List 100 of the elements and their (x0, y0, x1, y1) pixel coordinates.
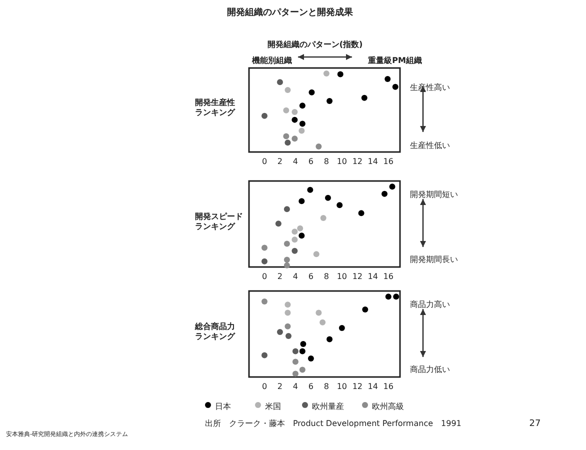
x-tick-label: 4 (292, 382, 298, 391)
text: 商品力高い (410, 300, 450, 309)
point (284, 240, 290, 247)
legend-label: 米国 (265, 402, 281, 411)
text: 商品力低い (410, 365, 450, 374)
point (292, 370, 298, 377)
point (336, 202, 343, 208)
x-tick-label: 8 (324, 272, 329, 281)
point (292, 116, 298, 123)
point (298, 198, 305, 204)
x-tick-label: 6 (308, 157, 314, 166)
point (284, 302, 291, 308)
point (326, 336, 333, 342)
point (276, 79, 283, 86)
point (298, 128, 305, 134)
text: 開発期間短い (410, 190, 458, 199)
x-tick-label: 12 (352, 272, 363, 281)
point (361, 94, 368, 101)
point (326, 98, 333, 104)
x-tick-label: 0 (262, 157, 268, 166)
point (261, 352, 268, 358)
point (320, 214, 326, 221)
point (313, 251, 320, 258)
x-tick-label: 12 (352, 157, 363, 166)
y-axis-title: 開発スピードランキング (195, 212, 243, 231)
x-tick-label: 4 (292, 157, 298, 166)
point (292, 108, 298, 115)
y-axis-title: 開発生産性ランキング (195, 97, 236, 117)
point (358, 210, 364, 216)
x-tick-label: 0 (262, 382, 268, 391)
point (385, 294, 392, 300)
text: 27 (529, 419, 541, 429)
point (324, 194, 331, 201)
point (382, 190, 388, 197)
x-tick-label: 6 (308, 382, 314, 391)
x-tick-label: 10 (336, 382, 348, 391)
point (284, 256, 290, 263)
point (316, 144, 322, 150)
point (392, 84, 398, 90)
point (299, 102, 306, 109)
chart-subtitle: 開発組織のパターン(指数) (267, 40, 363, 49)
point (284, 310, 291, 316)
legend-label: 欧州高級 (372, 402, 404, 411)
point (320, 319, 326, 326)
point (299, 120, 306, 127)
text: 生産性低い (410, 141, 450, 150)
point (261, 258, 268, 264)
point (297, 225, 304, 232)
point (299, 348, 306, 354)
point (276, 328, 283, 335)
point (284, 86, 291, 93)
x-tick-label: 6 (308, 272, 314, 281)
text: 機能別組織 (251, 56, 292, 65)
x-tick-label: 16 (383, 382, 394, 391)
x-tick-label: 4 (292, 272, 298, 281)
x-tick-label: 10 (336, 157, 348, 166)
y-axis-title: 総合商品力ランキング (194, 321, 236, 341)
point (292, 228, 298, 235)
point (261, 244, 268, 251)
point (284, 262, 290, 268)
point (337, 71, 344, 78)
x-tick-label: 14 (368, 272, 378, 281)
point (283, 107, 290, 114)
point (298, 232, 305, 239)
x-tick-label: 16 (383, 157, 394, 166)
point (292, 348, 298, 354)
x-tick-label: 14 (368, 382, 378, 391)
point (285, 333, 292, 340)
x-tick-label: 10 (336, 272, 348, 281)
x-tick-label: 2 (277, 272, 283, 281)
point (393, 294, 400, 300)
point (284, 206, 290, 212)
point (308, 356, 314, 362)
x-tick-label: 8 (324, 157, 329, 166)
x-tick-label: 0 (262, 272, 268, 281)
text: 出所 クラーク・藤本 Product Development Performance 1991 (205, 419, 462, 428)
text: 開発期間長い (410, 255, 458, 264)
x-tick-label: 8 (324, 382, 329, 391)
point (362, 306, 368, 312)
point (323, 70, 330, 76)
point (338, 324, 345, 331)
x-tick-label: 2 (277, 382, 283, 391)
point (307, 186, 314, 193)
point (308, 89, 315, 96)
point (284, 323, 291, 330)
point (389, 184, 396, 190)
legend-label: 日本 (215, 402, 231, 411)
point (292, 358, 298, 365)
point (384, 76, 391, 82)
point (261, 298, 268, 304)
x-tick-label: 2 (277, 157, 283, 166)
point (300, 341, 306, 348)
point (299, 366, 306, 373)
point (292, 136, 298, 142)
point (283, 133, 290, 140)
chart-title: 開発組織のパターンと開発成果 (227, 7, 354, 18)
x-tick-label: 12 (352, 382, 363, 391)
point (292, 236, 298, 243)
point (261, 112, 268, 119)
x-tick-label: 14 (368, 157, 378, 166)
